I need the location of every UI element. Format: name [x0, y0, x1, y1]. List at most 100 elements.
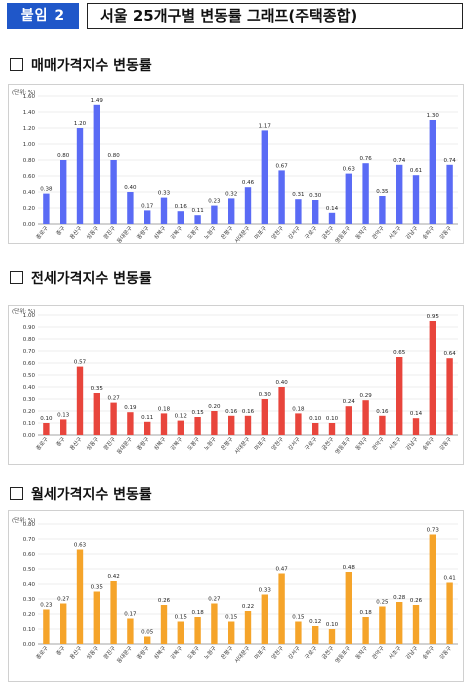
data-label: 0.18 — [359, 610, 372, 616]
bar-서대문구 — [244, 415, 252, 435]
bar-영등포구 — [345, 572, 352, 644]
data-label: 0.64 — [443, 351, 456, 357]
data-label: 0.12 — [309, 619, 321, 625]
data-label: 0.41 — [443, 576, 455, 582]
y-tick-label: 0.80 — [23, 522, 36, 528]
y-tick-label: 0.60 — [23, 361, 36, 367]
bar-금천구 — [328, 212, 336, 224]
bar-서초구 — [396, 164, 403, 224]
bar-강북구 — [177, 420, 184, 435]
data-label: 0.80 — [57, 153, 70, 159]
bar-은평구 — [228, 415, 235, 435]
bar-광진구 — [110, 160, 117, 224]
bar-노원구 — [211, 603, 218, 644]
data-label: 0.31 — [292, 192, 304, 198]
bar-마포구 — [261, 130, 268, 224]
section-sale-heading: 매매가격지수 변동률 — [10, 55, 152, 75]
y-tick-label: 0.40 — [23, 190, 36, 196]
y-tick-label: 1.60 — [23, 94, 36, 100]
bar-강남구 — [412, 605, 420, 644]
data-label: 0.19 — [124, 405, 137, 411]
data-label: 0.35 — [91, 386, 104, 392]
data-label: 0.33 — [259, 588, 272, 594]
data-label: 0.23 — [208, 199, 221, 205]
chart-frame — [8, 84, 464, 244]
data-label: 0.40 — [124, 185, 137, 191]
bar-동작구 — [362, 400, 369, 435]
data-label: 0.24 — [343, 399, 356, 405]
y-tick-label: 0.30 — [23, 597, 36, 603]
bar-영등포구 — [345, 406, 352, 435]
report-header: 붙임 2 서울 25개구별 변동률 그래프(주택종합) — [7, 3, 465, 29]
bar-강서구 — [295, 199, 302, 224]
data-label: 0.23 — [40, 603, 53, 609]
data-label: 0.74 — [393, 158, 406, 164]
data-label: 0.16 — [225, 409, 238, 415]
bar-구로구 — [312, 200, 319, 224]
section-monthly-heading: 월세가격지수 변동률 — [10, 484, 152, 504]
data-label: 0.10 — [326, 416, 339, 422]
bar-구로구 — [312, 423, 319, 435]
data-label: 0.95 — [427, 314, 440, 320]
bar-용산구 — [76, 549, 84, 644]
y-tick-label: 0.60 — [23, 552, 36, 558]
bar-서대문구 — [244, 187, 252, 224]
y-tick-label: 1.00 — [23, 313, 36, 319]
data-label: 0.30 — [259, 392, 272, 398]
bar-은평구 — [228, 198, 235, 224]
bar-강서구 — [295, 621, 302, 644]
y-tick-label: 0.70 — [23, 349, 36, 355]
data-label: 0.15 — [191, 410, 204, 416]
bar-양천구 — [278, 387, 285, 435]
jeonse-rate-chart: (단위: %)0.000.100.200.300.400.500.600.700… — [8, 305, 464, 465]
category-label: 중구 — [55, 645, 67, 657]
checkbox-square-icon — [10, 487, 23, 500]
bar-성동구 — [93, 591, 100, 644]
data-label: 0.15 — [292, 615, 305, 621]
bar-노원구 — [211, 205, 218, 224]
data-label: 0.11 — [191, 208, 203, 214]
bar-성동구 — [93, 104, 100, 224]
data-label: 0.35 — [376, 189, 389, 195]
bar-중구 — [60, 419, 67, 435]
bar-마포구 — [261, 399, 268, 435]
bar-서초구 — [396, 602, 403, 644]
data-label: 0.18 — [191, 610, 204, 616]
y-tick-label: 1.00 — [23, 142, 36, 148]
bar-성북구 — [160, 413, 168, 435]
data-label: 0.20 — [208, 404, 221, 410]
category-label: 중구 — [55, 436, 67, 448]
data-label: 0.12 — [175, 414, 187, 420]
data-label: 0.26 — [158, 598, 171, 604]
data-label: 0.16 — [376, 409, 389, 415]
section-jeonse-title: 전세가격지수 변동률 — [31, 271, 152, 287]
bar-도봉구 — [194, 215, 201, 224]
bar-중구 — [60, 603, 67, 644]
bar-동대문구 — [127, 412, 134, 435]
checkbox-square-icon — [10, 58, 23, 71]
data-label: 0.25 — [376, 600, 389, 606]
bar-강동구 — [446, 358, 453, 435]
data-label: 0.10 — [309, 416, 322, 422]
data-label: 0.46 — [242, 180, 255, 186]
data-label: 0.30 — [309, 193, 322, 199]
data-label: 1.20 — [74, 121, 87, 127]
data-label: 0.16 — [242, 409, 255, 415]
bar-서대문구 — [244, 611, 252, 644]
data-label: 0.80 — [107, 153, 120, 159]
y-tick-label: 0.00 — [23, 642, 36, 648]
y-tick-label: 0.70 — [23, 537, 36, 543]
data-label: 1.17 — [259, 123, 272, 129]
bar-금천구 — [328, 423, 336, 435]
data-label: 0.33 — [158, 191, 171, 197]
data-label: 0.17 — [141, 203, 154, 209]
y-tick-label: 0.50 — [23, 373, 36, 379]
bar-구로구 — [312, 626, 319, 644]
bar-동대문구 — [127, 618, 134, 644]
bar-강북구 — [177, 211, 184, 224]
bar-관악구 — [379, 415, 386, 435]
data-label: 0.38 — [40, 187, 53, 193]
data-label: 0.15 — [175, 615, 188, 621]
data-label: 0.35 — [91, 585, 104, 591]
bar-강동구 — [446, 164, 453, 224]
